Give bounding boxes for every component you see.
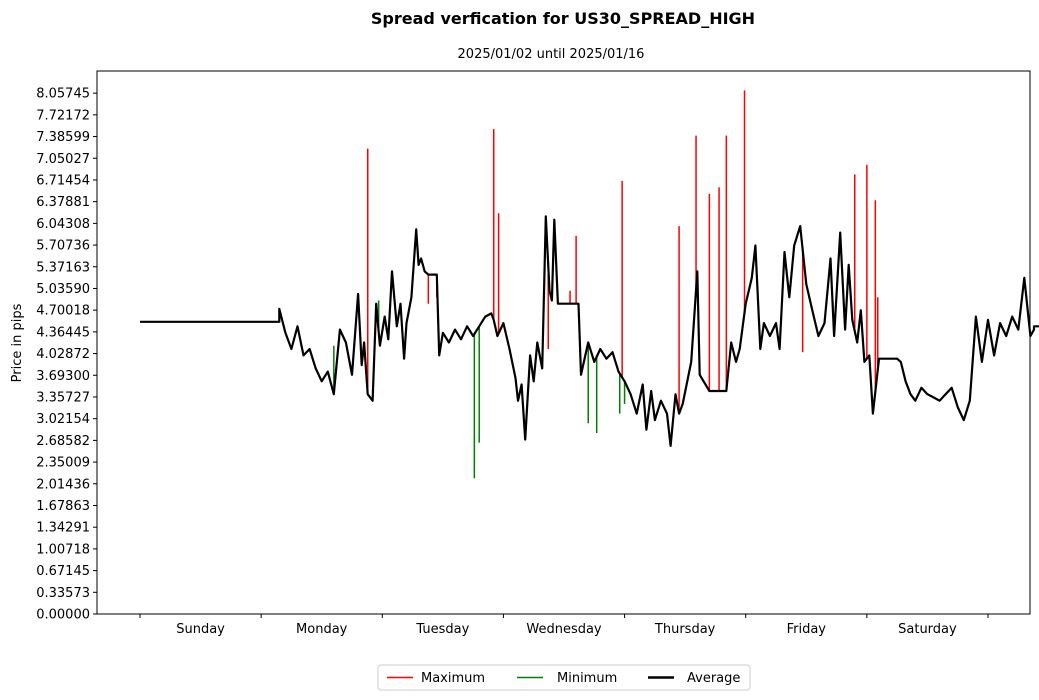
chart-title: Spread verfication for US30_SPREAD_HIGH [371,9,755,28]
y-tick-label: 4.02872 [36,347,90,362]
legend: Maximum Minimum Average [377,664,751,691]
chart-subtitle: 2025/01/02 until 2025/01/16 [458,47,645,62]
y-tick-label: 7.05027 [36,152,90,167]
y-tick-label: 8.05745 [36,87,90,102]
y-tick-label: 7.38599 [36,130,90,145]
legend-label: Maximum [421,671,485,686]
legend-box [377,664,751,691]
y-tick-label: 2.01436 [36,477,90,492]
y-tick-label: 6.04308 [36,217,90,232]
plot-frame [96,70,1031,615]
y-tick-label: 4.70018 [36,304,90,319]
y-tick-label: 5.37163 [36,260,90,275]
y-tick-label: 0.00000 [36,608,90,623]
y-tick-label: 5.70736 [36,239,90,254]
x-tick-label: Sunday [176,622,225,637]
legend-label: Minimum [557,671,617,686]
y-tick-label: 1.67863 [36,499,90,514]
y-tick-label: 1.34291 [36,521,90,536]
y-axis-label: Price in pips [10,303,25,382]
y-tick-label: 3.02154 [36,412,90,427]
y-tick-label: 6.71454 [36,173,90,188]
average-line [140,215,1039,447]
y-tick-label: 4.36445 [36,325,90,340]
x-tick-label: Thursday [654,622,716,637]
y-tick-label: 2.35009 [36,456,90,471]
y-tick-label: 3.69300 [36,369,90,384]
y-tick-label: 2.68582 [36,434,90,449]
x-tick-label: Monday [296,622,348,637]
y-tick-label: 1.00718 [36,542,90,557]
y-tick-label: 6.37881 [36,195,90,210]
x-axis: Sunday Monday Tuesday Wednesday Thursday Frid… [139,614,989,637]
x-tick-label: Tuesday [415,622,469,637]
y-tick-label: 0.33573 [36,586,90,601]
legend-label: Average [687,671,740,686]
y-axis: 0.00000 0.33573 0.67145 1.00718 1.34291 1.678… [36,87,97,623]
x-tick-label: Saturday [898,622,957,637]
y-tick-label: 3.35727 [36,390,90,405]
plot-area [140,90,1039,479]
x-tick-label: Friday [787,622,827,637]
y-tick-label: 0.67145 [36,564,90,579]
y-tick-label: 7.72172 [36,108,90,123]
y-tick-label: 5.03590 [36,282,90,297]
x-tick-label: Wednesday [526,622,602,637]
